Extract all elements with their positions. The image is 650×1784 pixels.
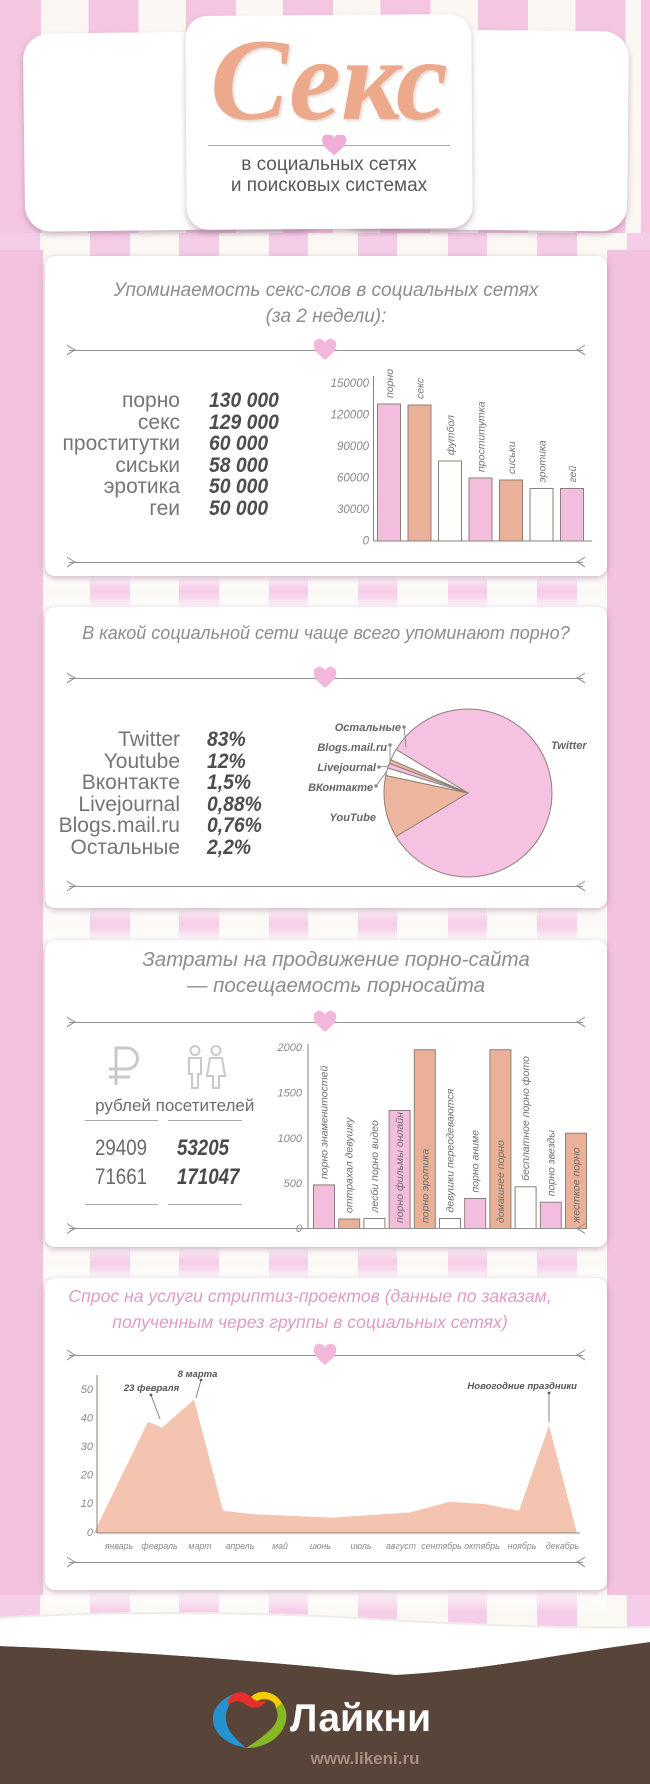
svg-text:оттрахал девушку: оттрахал девушку [344,1117,356,1213]
svg-text:0: 0 [87,1527,94,1539]
svg-text:секс: секс [415,377,427,399]
svg-text:июнь: июнь [310,1541,331,1551]
svg-text:порно знаменитостей: порно знаменитостей [319,1066,331,1179]
svg-text:проститутка: проститутка [476,401,488,472]
svg-text:8 марта: 8 марта [178,1369,218,1380]
svg-text:май: май [272,1541,288,1551]
svg-text:сиськи: сиськи [506,441,518,474]
svg-text:жесткое порно: жесткое порно [571,1147,583,1224]
svg-text:50: 50 [81,1384,94,1396]
svg-text:сентябрь: сентябрь [421,1541,462,1551]
svg-text:порно фильмы онлайн: порно фильмы онлайн [394,1112,406,1223]
svg-text:девушки переодеваются: девушки переодеваются [445,1088,457,1212]
svg-text:футбол: футбол [445,415,457,455]
svg-text:10: 10 [81,1498,94,1510]
svg-text:150000: 150000 [331,378,370,390]
svg-text:1500: 1500 [278,1087,303,1099]
svg-text:бесплатное порно фото: бесплатное порно фото [520,1056,532,1181]
svg-text:120000: 120000 [331,410,370,422]
svg-text:эротика: эротика [537,440,549,482]
svg-text:40: 40 [81,1413,94,1425]
svg-text:1000: 1000 [278,1133,303,1145]
svg-text:30: 30 [81,1441,94,1453]
svg-text:ноябрь: ноябрь [508,1541,537,1551]
svg-text:март: март [188,1541,211,1551]
svg-text:500: 500 [284,1178,303,1190]
svg-text:20: 20 [80,1470,94,1482]
svg-text:порно эротика: порно эротика [419,1149,431,1223]
svg-text:домашнее порно: домашнее порно [495,1140,507,1223]
svg-text:апрель: апрель [226,1541,255,1551]
svg-text:23 февраля: 23 февраля [123,1383,180,1394]
svg-text:30000: 30000 [337,504,370,516]
svg-text:лесби порно видео: лесби порно видео [369,1120,381,1214]
svg-text:60000: 60000 [337,473,370,485]
svg-text:0: 0 [363,536,370,548]
svg-text:декабрь: декабрь [546,1541,580,1551]
svg-text:2000: 2000 [277,1042,303,1054]
svg-text:июль: июль [351,1541,372,1551]
svg-text:порно аниме: порно аниме [470,1130,482,1193]
svg-text:Остальные: Остальные [335,722,401,734]
svg-text:порно звезды: порно звезды [545,1130,557,1196]
svg-text:ВКонтакте: ВКонтакте [308,782,373,794]
svg-text:октябрь: октябрь [464,1541,500,1551]
svg-text:Новогодние праздники: Новогодние праздники [467,1381,577,1392]
svg-text:Twitter: Twitter [551,740,587,752]
svg-text:февраль: февраль [141,1541,178,1551]
svg-text:август: август [386,1541,416,1551]
svg-text:порно: порно [384,369,396,398]
svg-text:январь: январь [104,1541,134,1551]
svg-text:Blogs.mail.ru: Blogs.mail.ru [317,742,387,754]
svg-text:90000: 90000 [337,441,370,453]
svg-text:Livejournal: Livejournal [317,762,377,774]
svg-text:гей: гей [567,466,579,483]
svg-text:YouTube: YouTube [330,812,376,824]
